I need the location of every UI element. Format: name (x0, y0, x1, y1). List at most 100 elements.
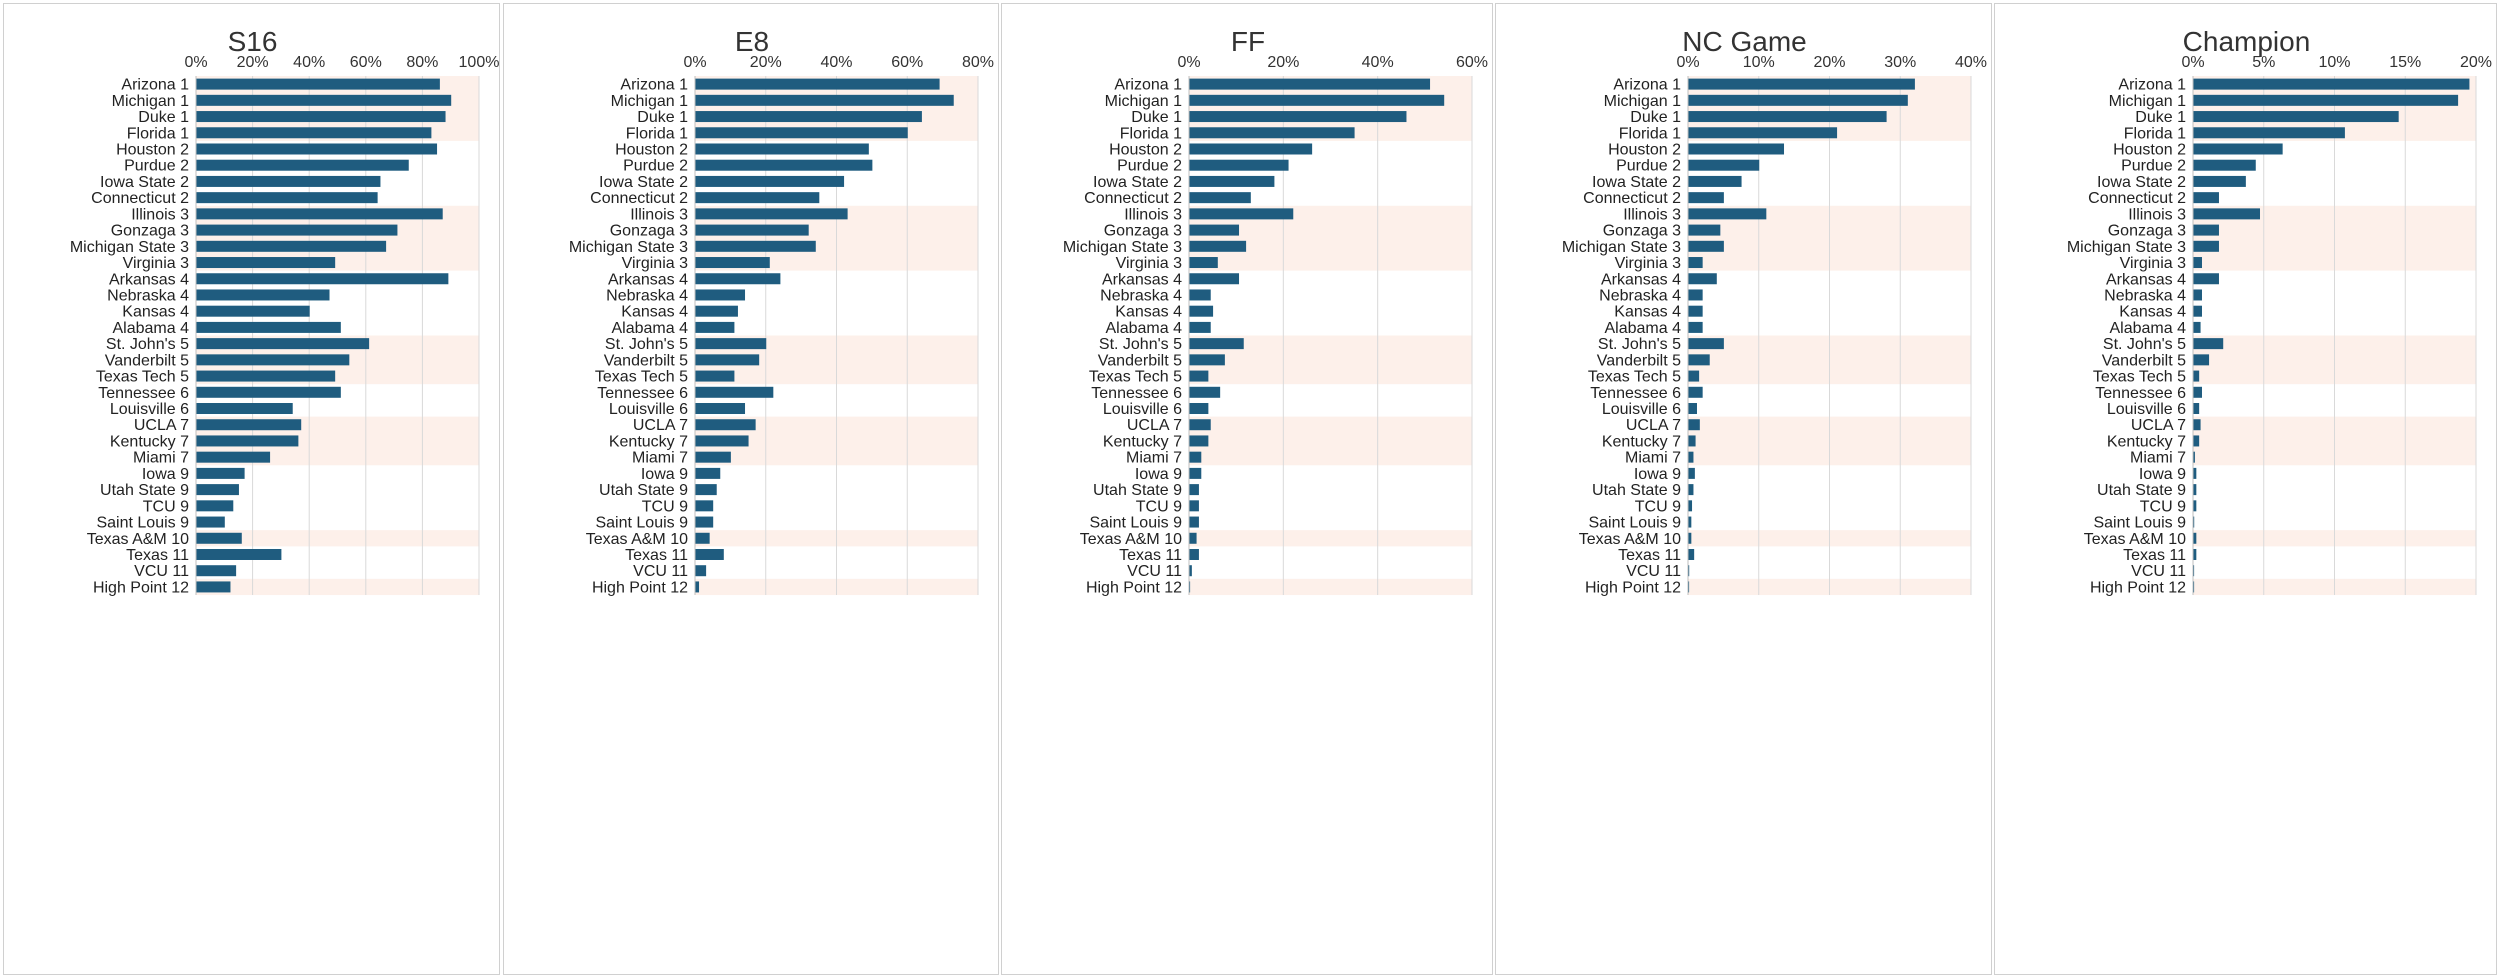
bar (196, 435, 299, 447)
x-tick-label: 40% (293, 54, 325, 71)
category-label: Virginia 3 (622, 255, 689, 272)
category-label: Vanderbilt 5 (105, 352, 189, 369)
category-label: Virginia 3 (1615, 255, 1682, 272)
category-label: VCU 11 (2131, 563, 2186, 580)
category-label: Michigan State 3 (70, 239, 189, 256)
bar (1189, 192, 1251, 204)
category-label: Michigan 1 (611, 93, 688, 110)
bar (695, 289, 746, 301)
x-tick-label: 5% (2252, 54, 2275, 71)
bar (1189, 484, 1199, 496)
category-label: Kentucky 7 (110, 433, 189, 450)
bar (196, 94, 452, 106)
bar (1189, 224, 1240, 236)
category-label: Illinois 3 (1623, 206, 1681, 223)
bar (695, 484, 717, 496)
category-label: Purdue 2 (124, 158, 189, 175)
bar (1189, 273, 1240, 285)
bar (1688, 565, 1690, 577)
category-label: Miami 7 (133, 450, 189, 467)
category-label: Vanderbilt 5 (2102, 352, 2186, 369)
category-label: Duke 1 (138, 109, 189, 126)
category-label: Miami 7 (1126, 450, 1182, 467)
category-label: Texas 11 (1618, 547, 1681, 564)
category-label: Michigan 1 (1604, 93, 1681, 110)
x-tick-label: 10% (2318, 54, 2350, 71)
category-label: Texas Tech 5 (96, 369, 189, 386)
bar (695, 273, 781, 285)
bar (2193, 370, 2200, 382)
bar (2193, 451, 2195, 463)
bar (196, 273, 449, 285)
x-tick-label: 0% (683, 54, 706, 71)
bar (1189, 354, 1225, 366)
category-label: TCU 9 (143, 498, 189, 515)
category-label: UCLA 7 (1626, 417, 1681, 434)
category-label: Florida 1 (127, 125, 189, 142)
category-label: Louisville 6 (2107, 401, 2186, 418)
bar (695, 386, 774, 398)
category-label: Iowa State 2 (2097, 174, 2186, 191)
category-label: Alabama 4 (1605, 320, 1682, 337)
bar (1688, 500, 1693, 512)
category-label: Iowa State 2 (100, 174, 189, 191)
category-label: Houston 2 (2113, 141, 2186, 158)
x-tick-label: 20% (237, 54, 269, 71)
bar (1688, 451, 1694, 463)
x-tick-label: 100% (459, 54, 500, 71)
bar (196, 354, 350, 366)
bar (2193, 257, 2202, 269)
bar (695, 516, 714, 528)
category-label: Utah State 9 (100, 482, 189, 499)
category-label: St. John's 5 (106, 336, 189, 353)
bar (1189, 111, 1407, 123)
category-label: Purdue 2 (1117, 158, 1182, 175)
category-label: Texas Tech 5 (1089, 369, 1182, 386)
bar (695, 532, 710, 544)
bar (196, 78, 440, 90)
bar (2193, 467, 2197, 479)
bar (2193, 289, 2202, 301)
bar (2193, 500, 2197, 512)
bar (1189, 500, 1199, 512)
category-label: Gonzaga 3 (2108, 223, 2186, 240)
category-label: Alabama 4 (1106, 320, 1183, 337)
category-label: Texas Tech 5 (2093, 369, 2186, 386)
bar (1189, 289, 1211, 301)
bar (695, 208, 848, 220)
bar (695, 435, 749, 447)
category-label: Louisville 6 (1602, 401, 1681, 418)
bar (196, 127, 432, 139)
category-label: Utah State 9 (1592, 482, 1681, 499)
bar (196, 516, 225, 528)
bar (1688, 143, 1785, 155)
category-label: UCLA 7 (1127, 417, 1182, 434)
category-label: Houston 2 (1109, 141, 1182, 158)
bar (695, 257, 770, 269)
bar (1189, 565, 1192, 577)
seed-band (1189, 416, 1472, 466)
category-label: Iowa 9 (1634, 466, 1681, 483)
bar (695, 240, 816, 252)
bar (2193, 143, 2283, 155)
category-label: Illinois 3 (2128, 206, 2186, 223)
bar (2193, 94, 2459, 106)
category-label: High Point 12 (93, 579, 189, 596)
category-label: Florida 1 (1619, 125, 1681, 142)
category-label: Kentucky 7 (2107, 433, 2186, 450)
bar (695, 338, 767, 350)
bar (1688, 273, 1717, 285)
bar (1189, 159, 1289, 171)
bar (695, 403, 746, 415)
bar (196, 419, 302, 431)
bar (1189, 257, 1218, 269)
category-label: Arizona 1 (1114, 77, 1182, 94)
chart-panel-0: S16 0% 20% 40% 60% 80% 100% Arizona 1 Michigan 1… (3, 3, 500, 975)
bar (2193, 338, 2224, 350)
bar (1688, 240, 1724, 252)
bar (2193, 354, 2210, 366)
bar (2193, 321, 2201, 333)
category-label: Illinois 3 (1124, 206, 1182, 223)
